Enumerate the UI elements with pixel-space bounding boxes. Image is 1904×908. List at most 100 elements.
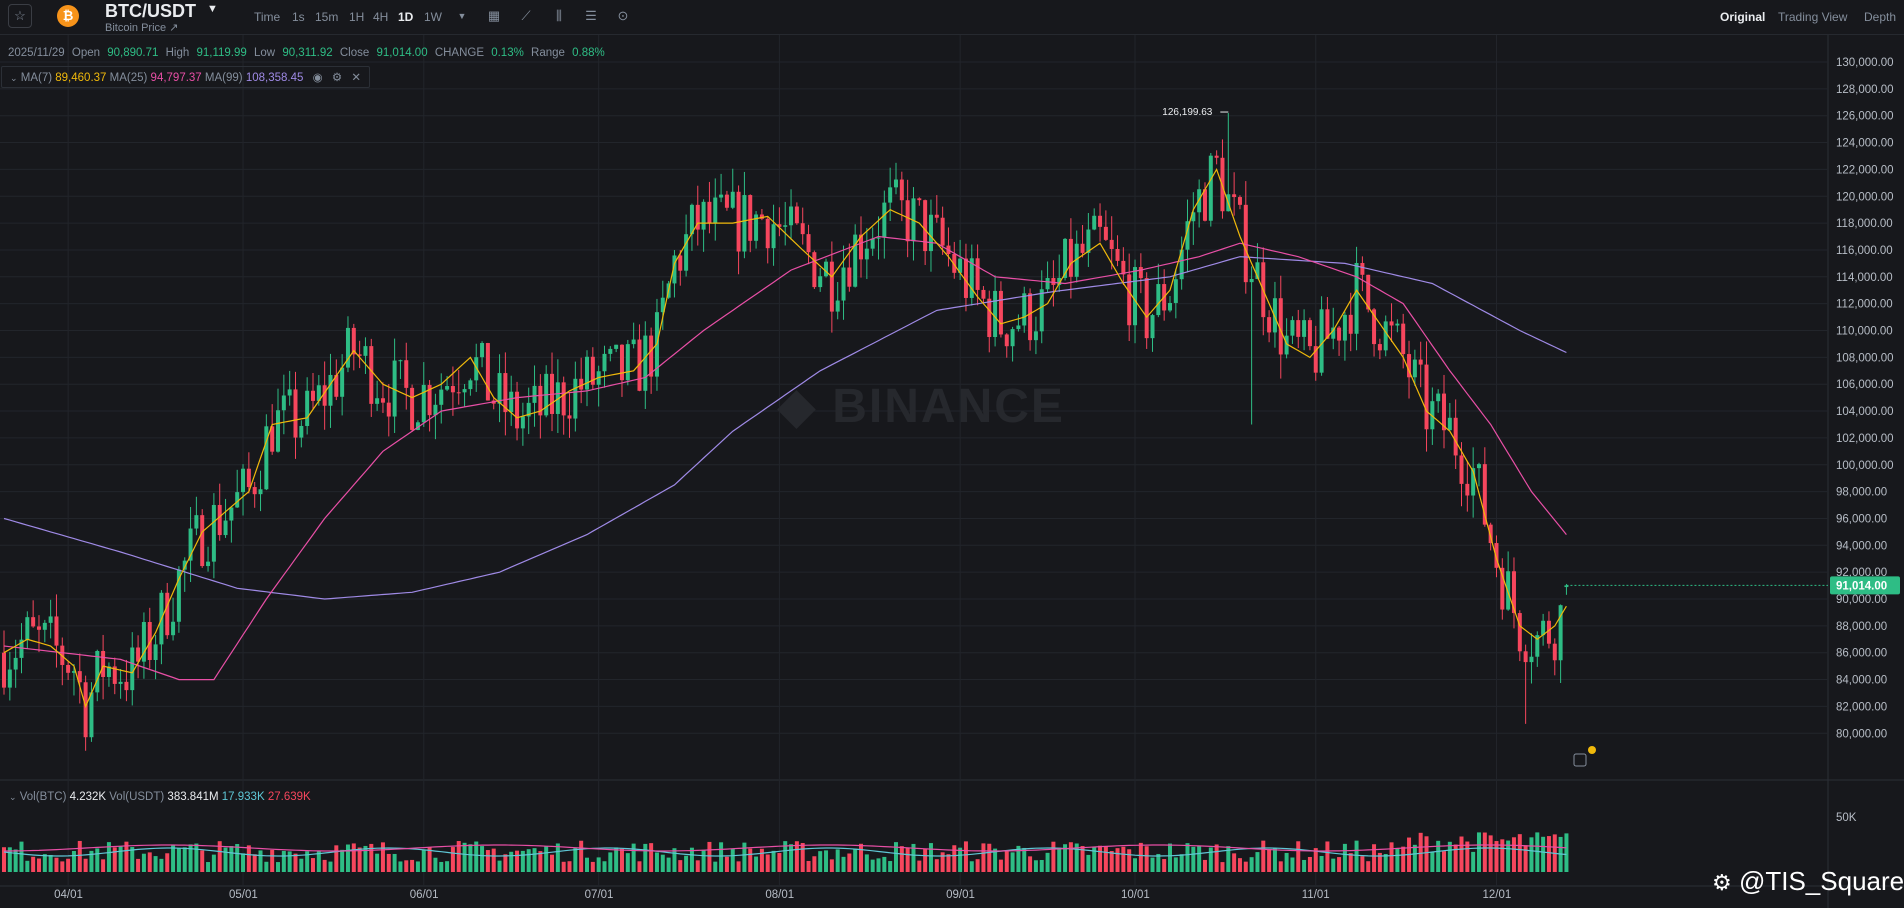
candle-body: [1284, 335, 1289, 355]
volume-bar: [328, 861, 333, 872]
candle-body: [415, 422, 420, 430]
ma99-label: MA(99): [204, 72, 243, 84]
candle-body: [707, 201, 712, 224]
candle-body: [841, 267, 846, 301]
candle-body: [509, 391, 514, 413]
more-settings-icon[interactable]: ⊙: [617, 8, 629, 23]
candle-body: [1517, 613, 1522, 652]
volume-bar: [497, 860, 502, 872]
vol-collapse-chevron-icon[interactable]: ⌄: [9, 792, 17, 802]
volume-bar: [736, 861, 741, 872]
candle-body: [1546, 620, 1551, 644]
candle-body: [1511, 571, 1516, 614]
volume-bar: [1418, 832, 1423, 872]
timeframe-15m[interactable]: 15m: [315, 10, 339, 24]
calendar-icon[interactable]: ▦: [487, 8, 501, 23]
view-trading-view[interactable]: Trading View: [1778, 10, 1848, 24]
candle-body: [742, 195, 747, 252]
volume-bar: [573, 847, 578, 872]
volume-bar: [550, 854, 555, 872]
volume-bar: [684, 855, 689, 872]
volume-bar: [439, 861, 444, 872]
candle-body: [310, 390, 315, 401]
price-tick-label: 102,000.00: [1836, 433, 1894, 445]
price-tick-label: 100,000.00: [1836, 460, 1894, 472]
high-value: 91,119.99: [196, 47, 247, 59]
volume-bar: [917, 860, 922, 872]
eye-icon[interactable]: ◉: [312, 72, 323, 84]
volume-bar: [893, 842, 898, 872]
settings-gear-icon[interactable]: ⚙: [331, 72, 343, 84]
timeframe-time[interactable]: Time: [254, 10, 281, 24]
timeframe-1w[interactable]: 1W: [424, 10, 442, 24]
volume-bar: [462, 842, 467, 872]
candle-body: [561, 382, 566, 416]
candle-body: [730, 191, 735, 208]
volume-bar: [340, 849, 345, 872]
candle-body: [1016, 325, 1021, 330]
timeframe-1h[interactable]: 1H: [349, 10, 365, 24]
chart-type-icon[interactable]: ⫼: [556, 8, 562, 23]
candle-body: [246, 468, 251, 488]
candle-body: [456, 392, 461, 394]
volume-bar: [281, 850, 286, 872]
candle-body: [818, 276, 823, 288]
view-depth[interactable]: Depth: [1864, 10, 1897, 24]
volume-bar: [386, 853, 391, 872]
time-tick-label: 07/01: [585, 889, 614, 901]
low-value: 90,311.92: [282, 47, 333, 59]
price-tick-label: 124,000.00: [1836, 138, 1894, 150]
price-tick-label: 94,000.00: [1836, 540, 1887, 552]
volume-bar: [1511, 837, 1516, 872]
volume-bar: [1401, 846, 1406, 872]
close-icon[interactable]: ✕: [351, 72, 361, 84]
pair-subtitle-link[interactable]: Bitcoin Price ↗: [105, 22, 179, 34]
volume-bar: [415, 861, 420, 872]
price-tick-label: 108,000.00: [1836, 352, 1894, 364]
candle-body: [101, 650, 106, 678]
more-timeframes-chevron-icon[interactable]: ▼: [457, 11, 467, 21]
candle-body: [1500, 567, 1505, 610]
candle-body: [1168, 302, 1172, 311]
candle-body: [520, 416, 525, 429]
volume-bar: [1500, 839, 1505, 872]
timeframe-1s[interactable]: 1s: [292, 10, 305, 24]
volume-bar: [1267, 849, 1272, 872]
drawing-settings-icon[interactable]: ☰: [585, 8, 597, 23]
volume-bar: [404, 860, 409, 872]
candle-body: [1407, 354, 1412, 378]
view-original[interactable]: Original: [1720, 10, 1766, 24]
volume-bar: [993, 848, 998, 872]
candle-body: [672, 255, 677, 284]
low-label: Low: [254, 47, 276, 59]
ma-collapse-chevron-icon[interactable]: ⌄: [10, 73, 18, 83]
volume-bar: [1074, 843, 1079, 872]
candle-body: [1138, 267, 1143, 279]
volume-bar: [427, 847, 432, 872]
price-tick-label: 110,000.00: [1836, 326, 1893, 338]
candle-body: [77, 671, 82, 683]
volume-bar: [1261, 840, 1266, 872]
timeframe-1d[interactable]: 1D: [398, 10, 414, 24]
volume-bar: [1016, 845, 1021, 872]
volume-bar: [806, 860, 811, 872]
volume-bar: [748, 848, 753, 872]
chevron-down-icon[interactable]: ▼: [207, 3, 218, 15]
volume-bar: [1197, 845, 1202, 872]
volume-bar: [794, 841, 799, 872]
pair-title[interactable]: BTC/USDT: [105, 1, 196, 21]
price-tick-label: 114,000.00: [1836, 272, 1893, 284]
candle-body: [276, 410, 281, 452]
candle-body: [1506, 571, 1511, 610]
candle-body: [1377, 344, 1382, 351]
candle-body: [1278, 298, 1283, 355]
volume-bar: [1109, 851, 1114, 872]
volume-bar: [934, 859, 939, 872]
volume-bar: [276, 862, 281, 872]
timeframe-4h[interactable]: 4H: [373, 10, 389, 24]
favorite-star-icon[interactable]: ☆: [8, 4, 32, 28]
candle-body: [1092, 215, 1097, 230]
volume-bar: [579, 840, 584, 872]
indicator-chart-icon[interactable]: ⟋: [521, 8, 531, 23]
